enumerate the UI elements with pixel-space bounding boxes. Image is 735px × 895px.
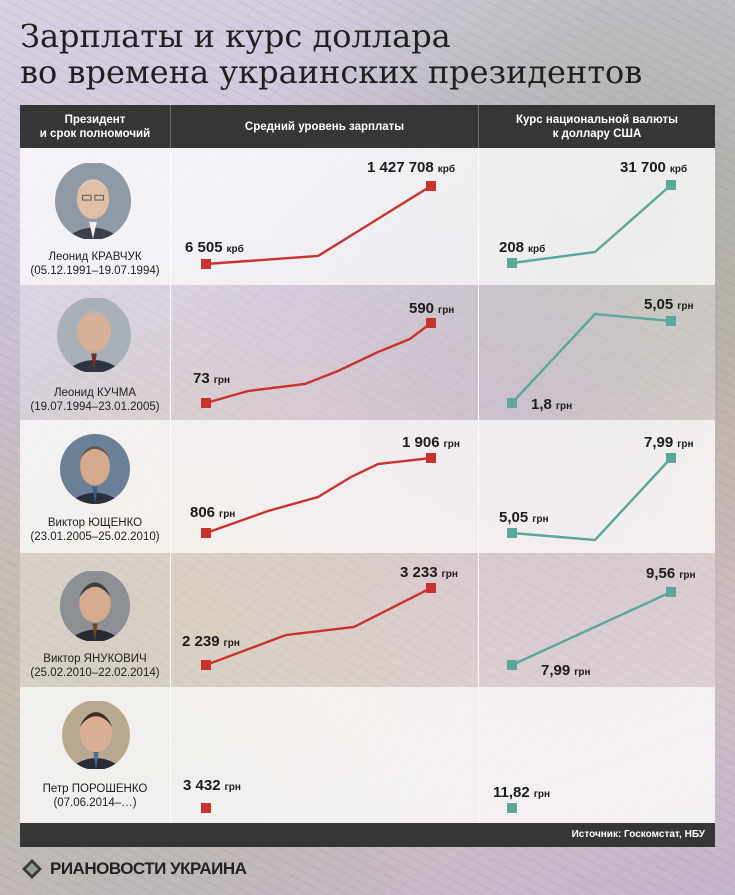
salary-start-point — [201, 528, 211, 538]
rate-line — [511, 590, 672, 667]
column-divider — [478, 148, 479, 823]
logo-text: РИАНОВОСТИ УКРАИНА — [50, 859, 247, 878]
president-kravchuk: Леонид КРАВЧУК (05.12.1991–19.07.1994) — [20, 250, 170, 278]
page-title: Зарплаты и курс доллара во времена украи… — [20, 18, 642, 90]
rate-end-label: 31 700 крб — [620, 159, 687, 176]
rate-start-label: 7,99 грн — [541, 662, 591, 679]
rate-start-point — [507, 528, 517, 538]
header-divider — [478, 105, 479, 148]
rate-start-label: 11,82 грн — [493, 784, 550, 801]
rate-line — [511, 184, 672, 265]
president-name: Петр ПОРОШЕНКО — [42, 783, 148, 795]
source-note: Источник: Госкомстат, НБУ — [571, 829, 705, 840]
salary-start-label: 73 грн — [193, 370, 230, 387]
header-rate-line-2: к доллару США — [552, 127, 642, 140]
rate-start-point — [507, 660, 517, 670]
row-band-kravchuk — [20, 148, 715, 285]
header-president: Президент и срок полномочий — [20, 105, 170, 148]
president-kuchma: Леонид КУЧМА (19.07.1994–23.01.2005) — [20, 386, 170, 414]
salary-end-point — [426, 181, 436, 191]
header-president-line-1: Президент — [64, 113, 126, 126]
salary-end-point — [426, 453, 436, 463]
title-line-2: во времена украинских президентов — [20, 53, 643, 91]
salary-start-label: 2 239 грн — [182, 633, 240, 650]
rate-end-point — [666, 453, 676, 463]
rate-end-label: 7,99 грн — [644, 434, 694, 451]
header-rate-line-1: Курс национальной валюты — [516, 113, 678, 126]
portrait-yanukovych — [60, 570, 130, 642]
table-header: Президент и срок полномочий Средний урове… — [20, 105, 715, 148]
president-term: (05.12.1991–19.07.1994) — [30, 265, 160, 277]
header-exchange-rate: Курс национальной валюты к доллару США — [479, 105, 715, 148]
header-president-line-2: и срок полномочий — [39, 127, 151, 140]
column-divider — [170, 148, 171, 823]
salary-line — [205, 586, 432, 667]
salary-start-point — [201, 398, 211, 408]
president-term: (07.06.2014–…) — [53, 797, 137, 809]
portrait-kravchuk — [55, 162, 131, 240]
president-yanukovych: Виктор ЯНУКОВИЧ (25.02.2010–22.02.2014) — [20, 652, 170, 680]
rate-end-point — [666, 587, 676, 597]
rate-start-label: 1,8 грн — [531, 396, 572, 413]
rate-end-label: 9,56 грн — [646, 565, 696, 582]
salary-end-label: 1 906 грн — [402, 434, 460, 451]
salary-end-label: 3 233 грн — [400, 564, 458, 581]
row-band-yushchenko — [20, 420, 715, 553]
rate-line — [511, 457, 672, 542]
salary-start-label: 806 грн — [190, 504, 235, 521]
salary-end-label: 590 грн — [409, 300, 454, 317]
president-yushchenko: Виктор ЮЩЕНКО (23.01.2005–25.02.2010) — [20, 516, 170, 544]
row-band-poroshenko — [20, 687, 715, 823]
president-term: (19.07.1994–23.01.2005) — [30, 401, 160, 413]
salary-line — [205, 456, 432, 535]
salary-start-point — [201, 660, 211, 670]
salary-start-point — [201, 259, 211, 269]
salary-end-point — [426, 318, 436, 328]
footer-bar: Источник: Госкомстат, НБУ — [20, 823, 715, 847]
header-divider — [170, 105, 171, 148]
president-term: (25.02.2010–22.02.2014) — [30, 667, 160, 679]
rate-start-point — [507, 258, 517, 268]
president-poroshenko: Петр ПОРОШЕНКО (07.06.2014–…) — [20, 782, 170, 810]
rate-start-point — [507, 803, 517, 813]
salary-start-label: 3 432 грн — [183, 777, 241, 794]
logo-mark-icon — [22, 859, 42, 879]
president-name: Виктор ЯНУКОВИЧ — [43, 653, 147, 665]
president-term: (23.01.2005–25.02.2010) — [30, 531, 160, 543]
rate-start-label: 208 крб — [499, 239, 545, 256]
row-band-kuchma — [20, 285, 715, 420]
salary-start-point — [201, 803, 211, 813]
salary-start-label: 6 505 крб — [185, 239, 244, 256]
salary-line — [205, 184, 432, 266]
president-name: Виктор ЮЩЕНКО — [47, 517, 143, 529]
salary-line — [205, 322, 432, 405]
president-name: Леонид КРАВЧУК — [48, 251, 142, 263]
salary-end-label: 1 427 708 крб — [367, 159, 455, 176]
president-name: Леонид КУЧМА — [53, 387, 137, 399]
rate-start-point — [507, 398, 517, 408]
salary-end-point — [426, 583, 436, 593]
title-line-1: Зарплаты и курс доллара — [20, 17, 451, 55]
portrait-kuchma — [57, 297, 131, 373]
rate-end-point — [666, 180, 676, 190]
rate-line — [511, 312, 672, 404]
portrait-poroshenko — [62, 700, 130, 770]
rate-start-label: 5,05 грн — [499, 509, 549, 526]
rate-end-point — [666, 316, 676, 326]
rate-end-label: 5,05 грн — [644, 296, 694, 313]
header-salary: Средний уровень зарплаты — [244, 120, 405, 133]
ria-novosti-logo: РИАНОВОСТИ УКРАИНА — [20, 856, 247, 882]
